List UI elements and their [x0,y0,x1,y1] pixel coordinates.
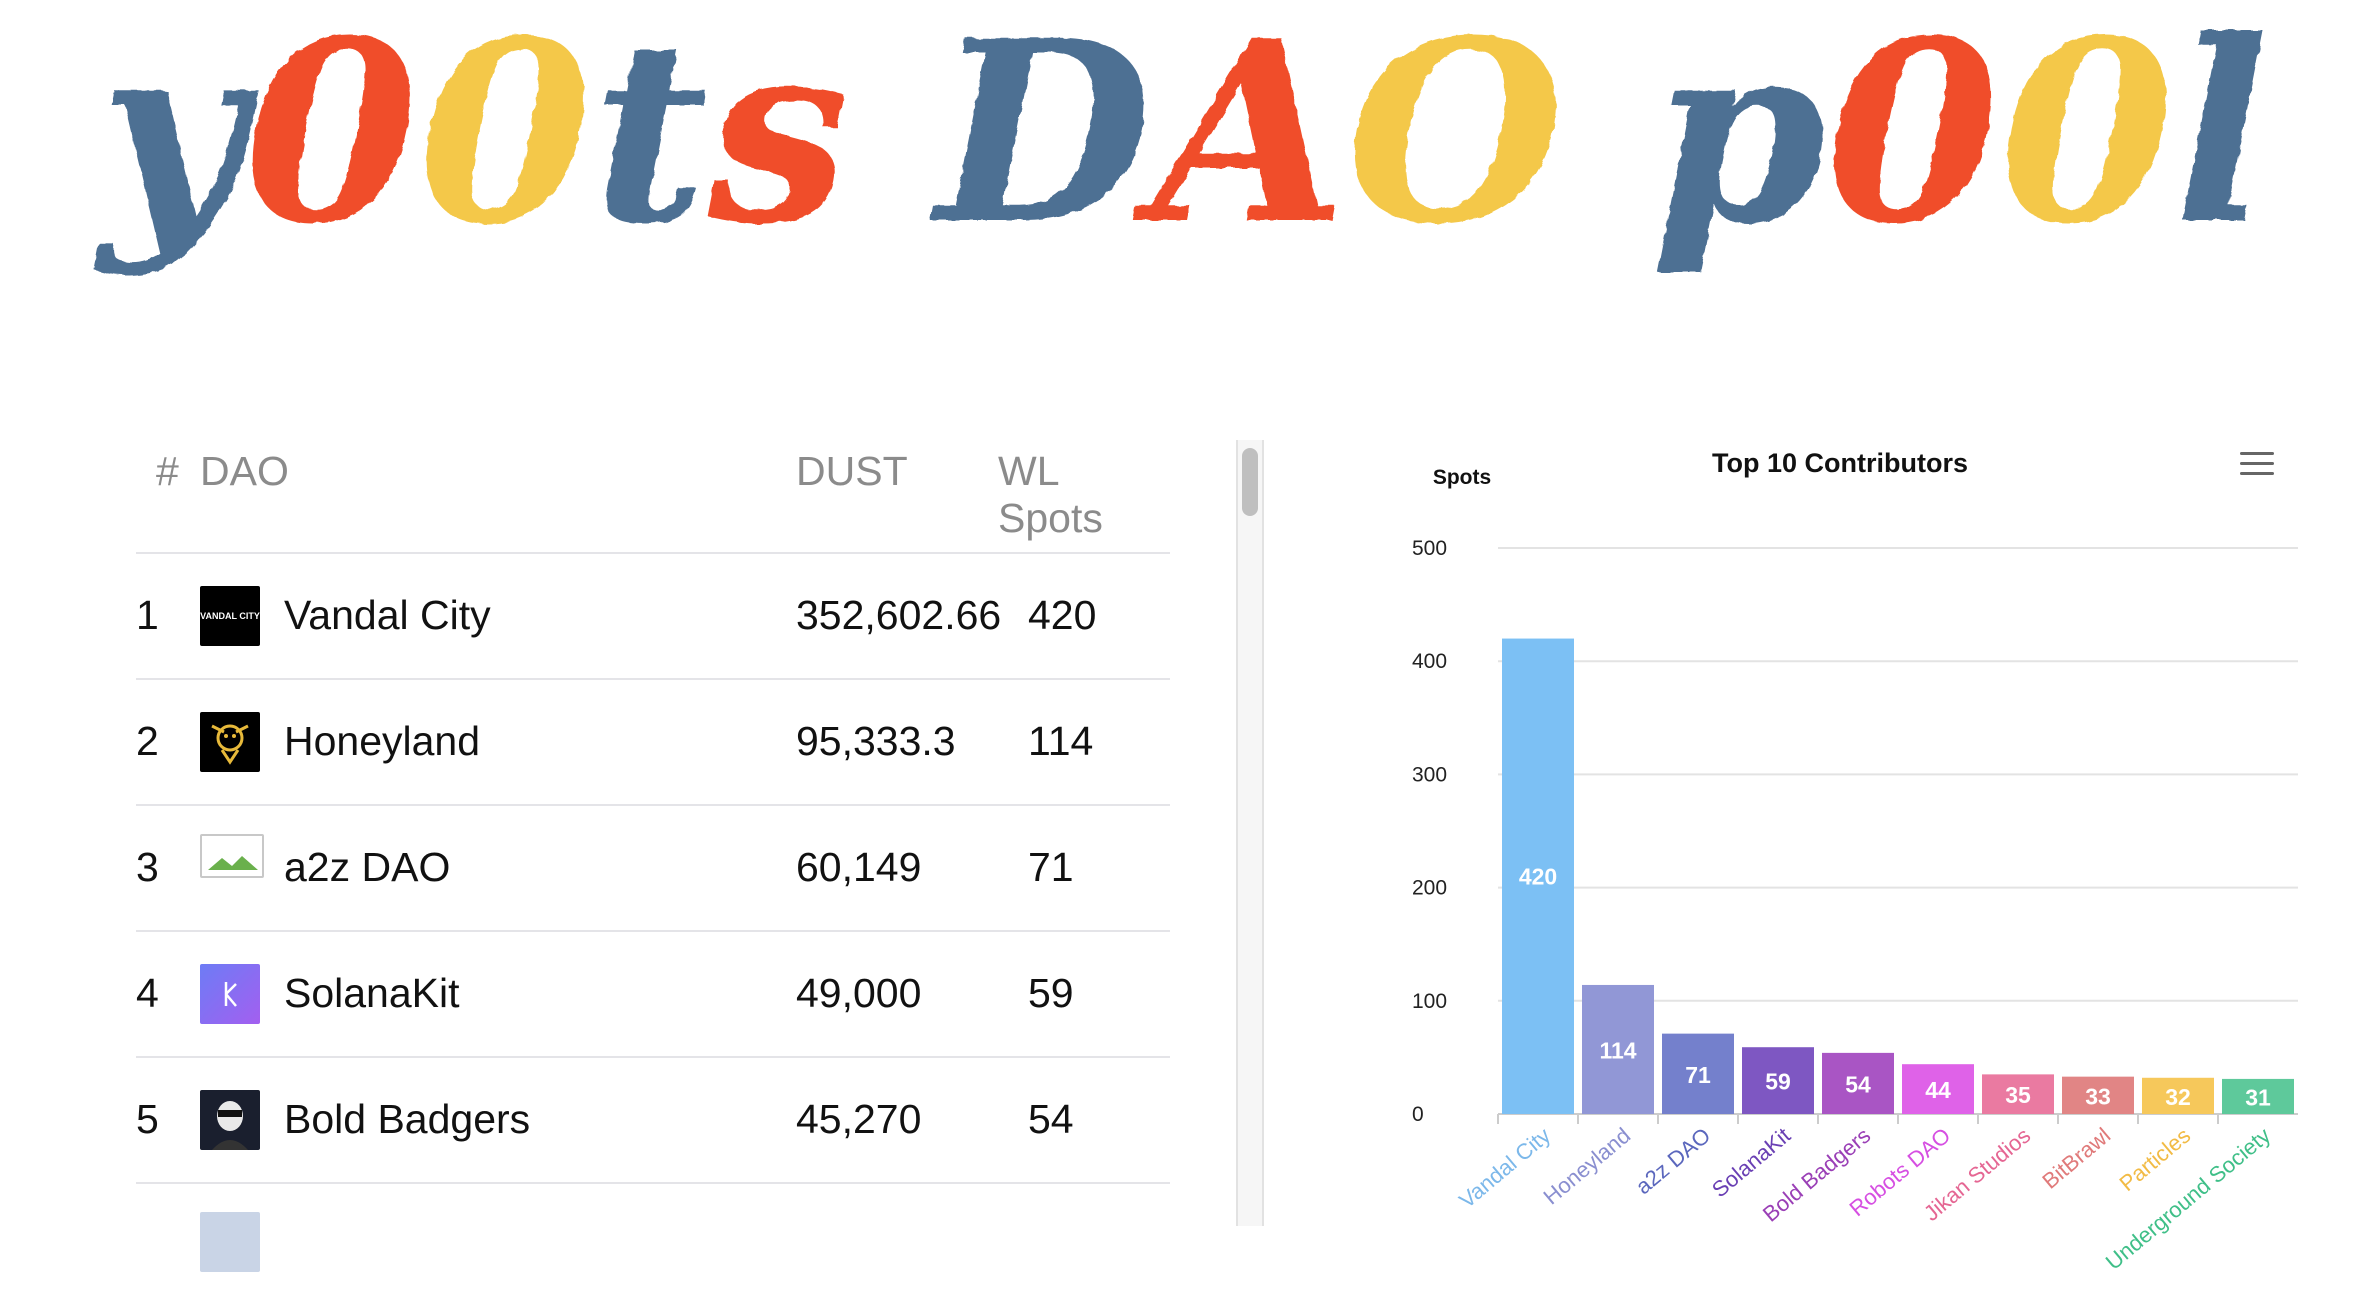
bar [1502,638,1574,1114]
y-tick-label: 200 [1412,877,1447,900]
wl-spots-cell: 71 [1028,844,1074,890]
data-label: 33 [2085,1083,2111,1109]
x-tick-label: Vandal City [1454,1123,1555,1213]
dao-avatar [200,964,260,1024]
x-tick-label: BitBrawl [2037,1123,2115,1194]
y-tick-label: 500 [1412,537,1447,560]
data-label: 31 [2245,1084,2271,1110]
y-tick-label: 400 [1412,650,1447,673]
y-axis-label: Spots [1433,466,1491,489]
data-label: 420 [1519,863,1557,889]
table-header: # DAO DUST WL Spots [136,440,1170,554]
chart-canvas: Top 10 Contributors Spots 0 100 200 300 400 500… [1412,448,2298,1275]
top-contributors-chart: Top 10 Contributors Spots 0 100 200 300 400 500… [1380,430,2300,1275]
dust-cell: 352,602.66 [796,592,1002,638]
bar [1662,1033,1734,1114]
badger-icon [212,1101,248,1150]
rank-cell: 3 [136,844,159,890]
data-label: 54 [1845,1071,1871,1097]
bar [1982,1074,2054,1114]
solanakit-icon [224,982,237,1007]
dust-cell: 60,149 [796,844,922,890]
y-tick-label: 100 [1412,990,1447,1013]
dao-name-cell: Bold Badgers [284,1096,531,1142]
rank-cell: 2 [136,718,159,764]
table-row[interactable]: 4 SolanaKit 49,000 59 [136,932,1170,1058]
data-label: 35 [2005,1082,2031,1108]
broken-image-icon [200,834,264,878]
bar [1582,984,1654,1114]
dust-cell: 45,270 [796,1096,922,1142]
chart-menu-icon[interactable] [2240,452,2274,478]
bar [1742,1047,1814,1114]
wl-spots-cell: 54 [1028,1096,1074,1142]
bar [2142,1077,2214,1114]
dao-column-header[interactable]: DAO [200,448,289,494]
dao-avatar [200,1212,260,1272]
y-tick-label: 0 [1412,1103,1424,1126]
table-row[interactable]: 5 Bold Badgers 45,270 54 [136,1058,1170,1184]
dust-cell: 95,333.3 [796,718,956,764]
dao-name-cell: a2z DAO [284,844,451,890]
bee-icon [211,724,249,765]
table-row[interactable]: 1 VANDAL CITY Vandal City 352,602.66 420 [136,554,1170,680]
scrollbar-thumb[interactable] [1242,448,1258,516]
x-tick-label: Honeyland [1539,1123,1636,1210]
bar [2062,1076,2134,1114]
table-row[interactable]: 3 a2z DAO 60,149 71 [136,806,1170,932]
wl-spots-cell: 114 [1028,718,1094,764]
bar [2222,1078,2294,1114]
dust-cell: 49,000 [796,970,922,1016]
avatar-logo-text: VANDAL CITY [200,611,260,621]
logo-text: y00ts DAO p00l [94,20,2269,279]
data-label: 59 [1765,1069,1791,1095]
data-label: 71 [1685,1062,1711,1088]
data-label: 114 [1599,1037,1636,1063]
bar [1902,1064,1974,1114]
table-row-partial [136,1184,1170,1308]
dao-name-cell: Honeyland [284,718,481,764]
dao-name-cell: Vandal City [284,592,491,638]
table-scrollbar[interactable] [1236,440,1264,1226]
data-label: 44 [1925,1077,1951,1103]
y-tick-label: 300 [1412,763,1447,786]
dao-avatar: VANDAL CITY [200,586,260,646]
site-logo: y00ts DAO p00l [0,0,2368,280]
rank-cell: 4 [136,970,159,1016]
wl-spots-cell: 420 [1028,592,1097,638]
x-tick-label: a2z DAO [1631,1123,1715,1200]
table-row[interactable]: 2 Honeyland 95,333.3 114 [136,680,1170,806]
wl-spots-column-header[interactable]: WL Spots [998,448,1103,541]
x-tick-label: Particles [2115,1123,2196,1196]
chart-title: Top 10 Contributors [1712,448,1968,478]
dao-table: # DAO DUST WL Spots 1 VANDAL CITY Vandal… [136,440,1170,1308]
rank-cell: 5 [136,1096,159,1142]
data-label: 32 [2165,1084,2191,1110]
bar [1822,1052,1894,1114]
dao-name-cell: SolanaKit [284,970,460,1016]
rank-column-header[interactable]: # [156,448,179,494]
rank-cell: 1 [136,592,159,638]
dust-column-header[interactable]: DUST [796,448,908,494]
dao-avatar [200,712,260,772]
wl-spots-cell: 59 [1028,970,1074,1016]
dao-avatar [200,1090,260,1150]
